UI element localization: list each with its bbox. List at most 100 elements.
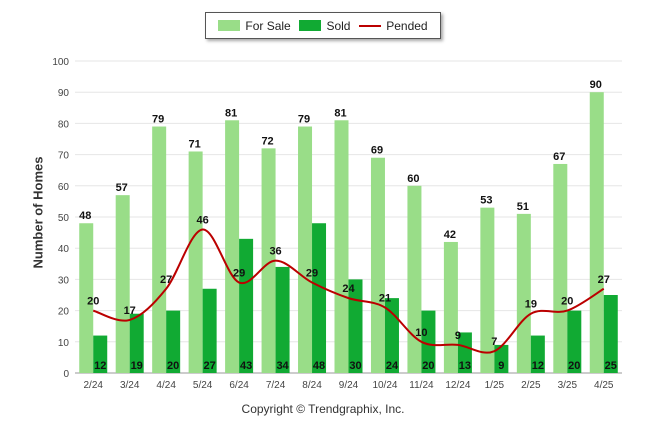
- data-label-for-sale: 48: [79, 210, 91, 222]
- y-tick-label: 30: [58, 275, 70, 286]
- data-label-for-sale: 53: [480, 195, 492, 207]
- data-label-for-sale: 71: [189, 138, 201, 150]
- data-label-for-sale: 67: [553, 151, 565, 163]
- x-tick-label: 2/25: [521, 380, 541, 391]
- y-tick-label: 10: [58, 338, 70, 349]
- data-label-for-sale: 90: [590, 79, 602, 91]
- bar-for-sale: [334, 120, 349, 373]
- bar-for-sale: [407, 185, 422, 373]
- y-tick-label: 20: [58, 307, 70, 318]
- bar-for-sale: [79, 223, 94, 373]
- bar-for-sale: [298, 126, 313, 374]
- legend-item-pended[interactable]: Pended: [359, 18, 428, 33]
- data-label-pended: 20: [561, 296, 573, 308]
- legend-label-sold: Sold: [326, 18, 351, 33]
- bar-for-sale: [115, 195, 130, 373]
- data-label-for-sale: 81: [334, 107, 346, 119]
- bar-for-sale: [516, 213, 531, 373]
- data-label-pended: 27: [598, 274, 610, 286]
- data-label-pended: 36: [269, 246, 281, 258]
- x-tick-label: 11/24: [409, 380, 434, 391]
- y-tick-label: 50: [58, 213, 70, 224]
- data-label-for-sale: 69: [371, 145, 383, 157]
- y-tick-label: 70: [58, 151, 70, 162]
- bar-sold: [239, 238, 254, 373]
- data-label-sold: 12: [94, 360, 106, 372]
- copyright: Copyright © Trendgraphix, Inc.: [241, 402, 405, 416]
- data-label-for-sale: 51: [517, 201, 529, 213]
- bar-for-sale: [589, 92, 604, 373]
- data-label-pended: 24: [342, 283, 355, 295]
- data-label-for-sale: 79: [298, 114, 310, 126]
- x-tick-label: 1/25: [485, 380, 505, 391]
- data-label-sold: 19: [131, 360, 143, 372]
- data-label-pended: 46: [197, 214, 209, 226]
- x-tick-label: 4/24: [156, 380, 176, 391]
- y-tick-label: 80: [58, 119, 70, 130]
- x-tick-label: 8/24: [302, 380, 322, 391]
- pended-swatch: [359, 24, 382, 27]
- y-tick-label: 60: [58, 182, 70, 193]
- data-label-for-sale: 72: [261, 135, 273, 147]
- bar-for-sale: [261, 148, 276, 373]
- data-label-sold: 30: [349, 360, 361, 372]
- bar-sold: [567, 310, 582, 373]
- y-tick-label: 40: [58, 244, 70, 255]
- bar-for-sale: [188, 151, 203, 373]
- data-label-for-sale: 79: [152, 114, 164, 126]
- data-label-sold: 27: [204, 360, 216, 372]
- bar-for-sale: [225, 120, 240, 373]
- x-tick-label: 2/24: [83, 380, 103, 391]
- legend-item-for-sale[interactable]: For Sale: [218, 19, 291, 33]
- bar-sold: [275, 266, 290, 373]
- pended-line: [92, 228, 605, 354]
- data-label-sold: 25: [605, 360, 617, 372]
- bar-sold: [494, 344, 509, 373]
- x-tick-label: 7/24: [266, 380, 286, 391]
- x-tick-label: 4/25: [594, 380, 614, 391]
- bar-for-sale: [553, 163, 568, 373]
- x-tick-label: 9/24: [339, 380, 359, 391]
- x-tick-label: 3/24: [120, 380, 140, 391]
- legend-item-sold[interactable]: Sold: [299, 19, 350, 33]
- bar-sold: [457, 332, 472, 373]
- y-tick-label: 0: [63, 369, 69, 380]
- bar-sold: [312, 223, 327, 373]
- data-label-pended: 29: [233, 268, 245, 280]
- data-label-sold: 20: [568, 360, 580, 372]
- x-tick-label: 12/24: [445, 380, 470, 391]
- bar-sold: [93, 335, 108, 373]
- data-label-pended: 21: [379, 292, 391, 304]
- data-label-sold: 34: [276, 360, 289, 372]
- data-label-pended: 10: [415, 327, 427, 339]
- x-tick-label: 6/24: [229, 380, 249, 391]
- bar-for-sale: [443, 241, 458, 373]
- data-label-sold: 12: [532, 360, 544, 372]
- data-label-pended: 27: [160, 274, 172, 286]
- bar-sold: [603, 295, 618, 373]
- legend-label-pended: Pended: [386, 18, 428, 33]
- bar-sold: [530, 335, 545, 373]
- x-tick-label: 5/24: [193, 380, 213, 391]
- y-tick-label: 90: [58, 88, 70, 99]
- data-label-for-sale: 57: [116, 182, 128, 194]
- data-label-pended: 20: [87, 296, 99, 308]
- y-tick-label: 100: [52, 57, 69, 68]
- data-label-for-sale: 42: [444, 229, 456, 241]
- bar-sold: [166, 310, 181, 373]
- data-label-sold: 9: [498, 360, 504, 372]
- data-label-pended: 17: [124, 305, 136, 317]
- bar-for-sale: [152, 126, 167, 374]
- data-label-pended: 9: [455, 330, 461, 342]
- data-label-sold: 43: [240, 360, 252, 372]
- data-label-pended: 29: [306, 268, 318, 280]
- y-axis-label: Number of Homes: [30, 156, 46, 269]
- data-label-sold: 13: [459, 360, 471, 372]
- data-label-sold: 20: [422, 360, 434, 372]
- data-label-pended: 19: [525, 299, 537, 311]
- data-label-for-sale: 60: [407, 173, 419, 185]
- bar-for-sale: [480, 207, 495, 373]
- bar-sold: [202, 288, 217, 373]
- data-label-for-sale: 81: [225, 107, 237, 119]
